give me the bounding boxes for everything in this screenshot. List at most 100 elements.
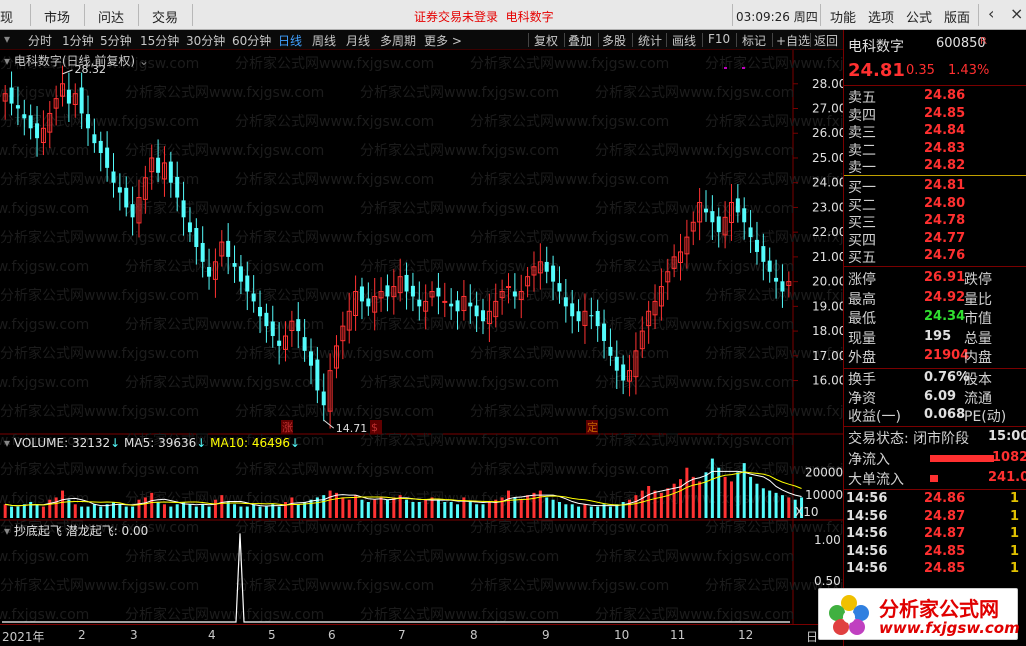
volume-bar [22, 504, 26, 518]
trade-state-row: 交易状态: 闭市阶段 15:00 [848, 429, 1026, 447]
fundamental-row[interactable]: 换手 0.76% 股本 [844, 369, 1026, 388]
menu-layout[interactable]: 版面 [944, 11, 971, 26]
svg-text:分析家公式网www.fxjgsw.com: 分析家公式网www.fxjgsw.com [0, 519, 199, 536]
down-arrow-icon: ↓ [196, 436, 207, 450]
fundamental-label: 收益(一) [848, 409, 901, 425]
svg-text:分析家公式网www.fxjgsw.com: 分析家公式网www.fxjgsw.com [470, 461, 669, 478]
stat-row[interactable]: 外盘 21904 内盘 [844, 347, 1026, 366]
tool-overlay[interactable]: 叠加 [568, 34, 593, 48]
candle [15, 86, 20, 125]
svg-text:分析家公式网www.fxjgsw.com: 分析家公式网www.fxjgsw.com [470, 171, 669, 188]
candle [748, 210, 753, 253]
candle [391, 269, 397, 315]
menu-trade[interactable]: 交易 [152, 11, 179, 26]
fundamental-row[interactable]: 净资 6.09 流通 [844, 388, 1026, 407]
login-notice[interactable]: 证券交易未登录 电科数字 [414, 10, 554, 24]
tool-multistock[interactable]: 多股 [602, 34, 627, 48]
svg-text:分析家公式网www.fxjgsw.com: 分析家公式网www.fxjgsw.com [0, 490, 89, 507]
volume-bar [717, 467, 721, 518]
candle [245, 261, 250, 311]
tool-f10[interactable]: F10 [708, 32, 731, 46]
tool-adjust[interactable]: 复权 [534, 34, 559, 48]
menu-market[interactable]: 市场 [44, 11, 71, 26]
volume-bar [487, 502, 491, 518]
period-monthly[interactable]: 月线 [346, 34, 371, 48]
candle [684, 219, 690, 269]
stat-label2: 量比 [964, 291, 992, 308]
period-intraday[interactable]: 分时 [28, 34, 53, 48]
tool-stats[interactable]: 统计 [638, 34, 663, 48]
price-axis-label: 16.00 [812, 374, 843, 388]
bid-row[interactable]: 买四 24.77 [844, 230, 1026, 249]
candle [505, 273, 511, 304]
stat-value: 24.34 [924, 309, 966, 324]
svg-text:分析家公式网www.fxjgsw.com: 分析家公式网www.fxjgsw.com [0, 374, 89, 391]
menu-function[interactable]: 功能 [830, 11, 857, 26]
kline-chart[interactable]: 分析家公式网www.fxjgsw.com 分析家公式网www.fxjgsw.com… [0, 50, 843, 624]
tool-draw[interactable]: 画线 [672, 34, 697, 48]
svg-text:分析家公式网www.fxjgsw.com: 分析家公式网www.fxjgsw.com [360, 316, 559, 333]
period-30min[interactable]: 30分钟 [186, 34, 226, 48]
bid-row[interactable]: 买一 24.81 [844, 177, 1026, 196]
period-more[interactable]: 更多 > [424, 34, 462, 48]
bid-value: 24.77 [924, 230, 966, 246]
menu-formula[interactable]: 公式 [906, 11, 933, 26]
period-1min[interactable]: 1分钟 [62, 34, 94, 48]
date-tick-label: 11 [670, 628, 686, 642]
indicator-axis-label: 0.50 [814, 574, 841, 588]
svg-text:分析家公式网www.fxjgsw.com: 分析家公式网www.fxjgsw.com [0, 606, 89, 623]
fundamental-label: 净资 [848, 390, 876, 407]
candle [258, 290, 263, 334]
bid-row[interactable]: 买二 24.80 [844, 195, 1026, 214]
close-icon[interactable]: × [1010, 4, 1024, 23]
volume-bar [150, 492, 154, 518]
fundamental-label2: 流通 [964, 390, 992, 407]
bid-row[interactable]: 买五 24.76 [844, 247, 1026, 266]
menu-wenda[interactable]: 问达 [98, 11, 125, 26]
volume-bar [16, 506, 20, 518]
fundamental-row[interactable]: 收益(一) 0.068 PE(动) [844, 406, 1026, 425]
period-15min[interactable]: 15分钟 [140, 34, 180, 48]
tool-add-favorite[interactable]: +自选 [776, 34, 811, 48]
period-60min[interactable]: 60分钟 [232, 34, 272, 48]
stat-row[interactable]: 现量 195 总量 [844, 328, 1026, 347]
svg-text:分析家公式网www.fxjgsw.com: 分析家公式网www.fxjgsw.com [705, 577, 843, 594]
stat-row[interactable]: 最低 24.34 市值 [844, 308, 1026, 327]
menu-options[interactable]: 选项 [868, 11, 895, 26]
period-multi[interactable]: 多周期 [380, 34, 417, 48]
period-weekly[interactable]: 周线 [312, 34, 337, 48]
ask-row[interactable]: 卖三 24.84 [844, 122, 1026, 141]
volume-bar [156, 502, 160, 518]
candle [98, 131, 103, 172]
back-arrow-icon[interactable]: ‹ [988, 4, 995, 23]
volume-bar [182, 502, 186, 518]
menu-discover[interactable]: 现 [0, 11, 14, 26]
stat-row[interactable]: 最高 24.92 量比 [844, 289, 1026, 308]
volume-bar [685, 467, 689, 518]
ask-row[interactable]: 卖五 24.86 [844, 87, 1026, 106]
ask-row[interactable]: 卖一 24.82 [844, 157, 1026, 176]
indicator-menu-icon[interactable]: ▾ [4, 524, 11, 538]
volume-bar [749, 476, 753, 518]
period-daily[interactable]: 日线 [278, 34, 303, 48]
volume-menu-icon[interactable]: ▾ [4, 436, 11, 450]
tool-mark[interactable]: 标记 [742, 34, 767, 48]
period-5min[interactable]: 5分钟 [100, 34, 132, 48]
svg-text:分析家公式网www.fxjgsw.com: 分析家公式网www.fxjgsw.com [705, 403, 843, 420]
svg-text:分析家公式网www.fxjgsw.com: 分析家公式网www.fxjgsw.com [705, 345, 843, 362]
ask-row[interactable]: 卖二 24.83 [844, 140, 1026, 159]
candle [264, 303, 269, 343]
bid-row[interactable]: 买三 24.78 [844, 212, 1026, 231]
svg-text:分析家公式网www.fxjgsw.com: 分析家公式网www.fxjgsw.com [595, 316, 794, 333]
candle [563, 278, 568, 323]
candle [468, 284, 473, 324]
toolbar-menu-icon[interactable]: ▾ [4, 32, 11, 46]
dropdown-icon[interactable]: ⌄ [138, 54, 149, 68]
candle [481, 298, 486, 335]
tool-back[interactable]: 返回 [814, 34, 839, 48]
candle [518, 274, 524, 319]
candle [602, 309, 607, 359]
stat-row[interactable]: 涨停 26.91 跌停 [844, 269, 1026, 288]
chart-menu-icon[interactable]: ▾ [4, 54, 11, 68]
ask-row[interactable]: 卖四 24.85 [844, 105, 1026, 124]
